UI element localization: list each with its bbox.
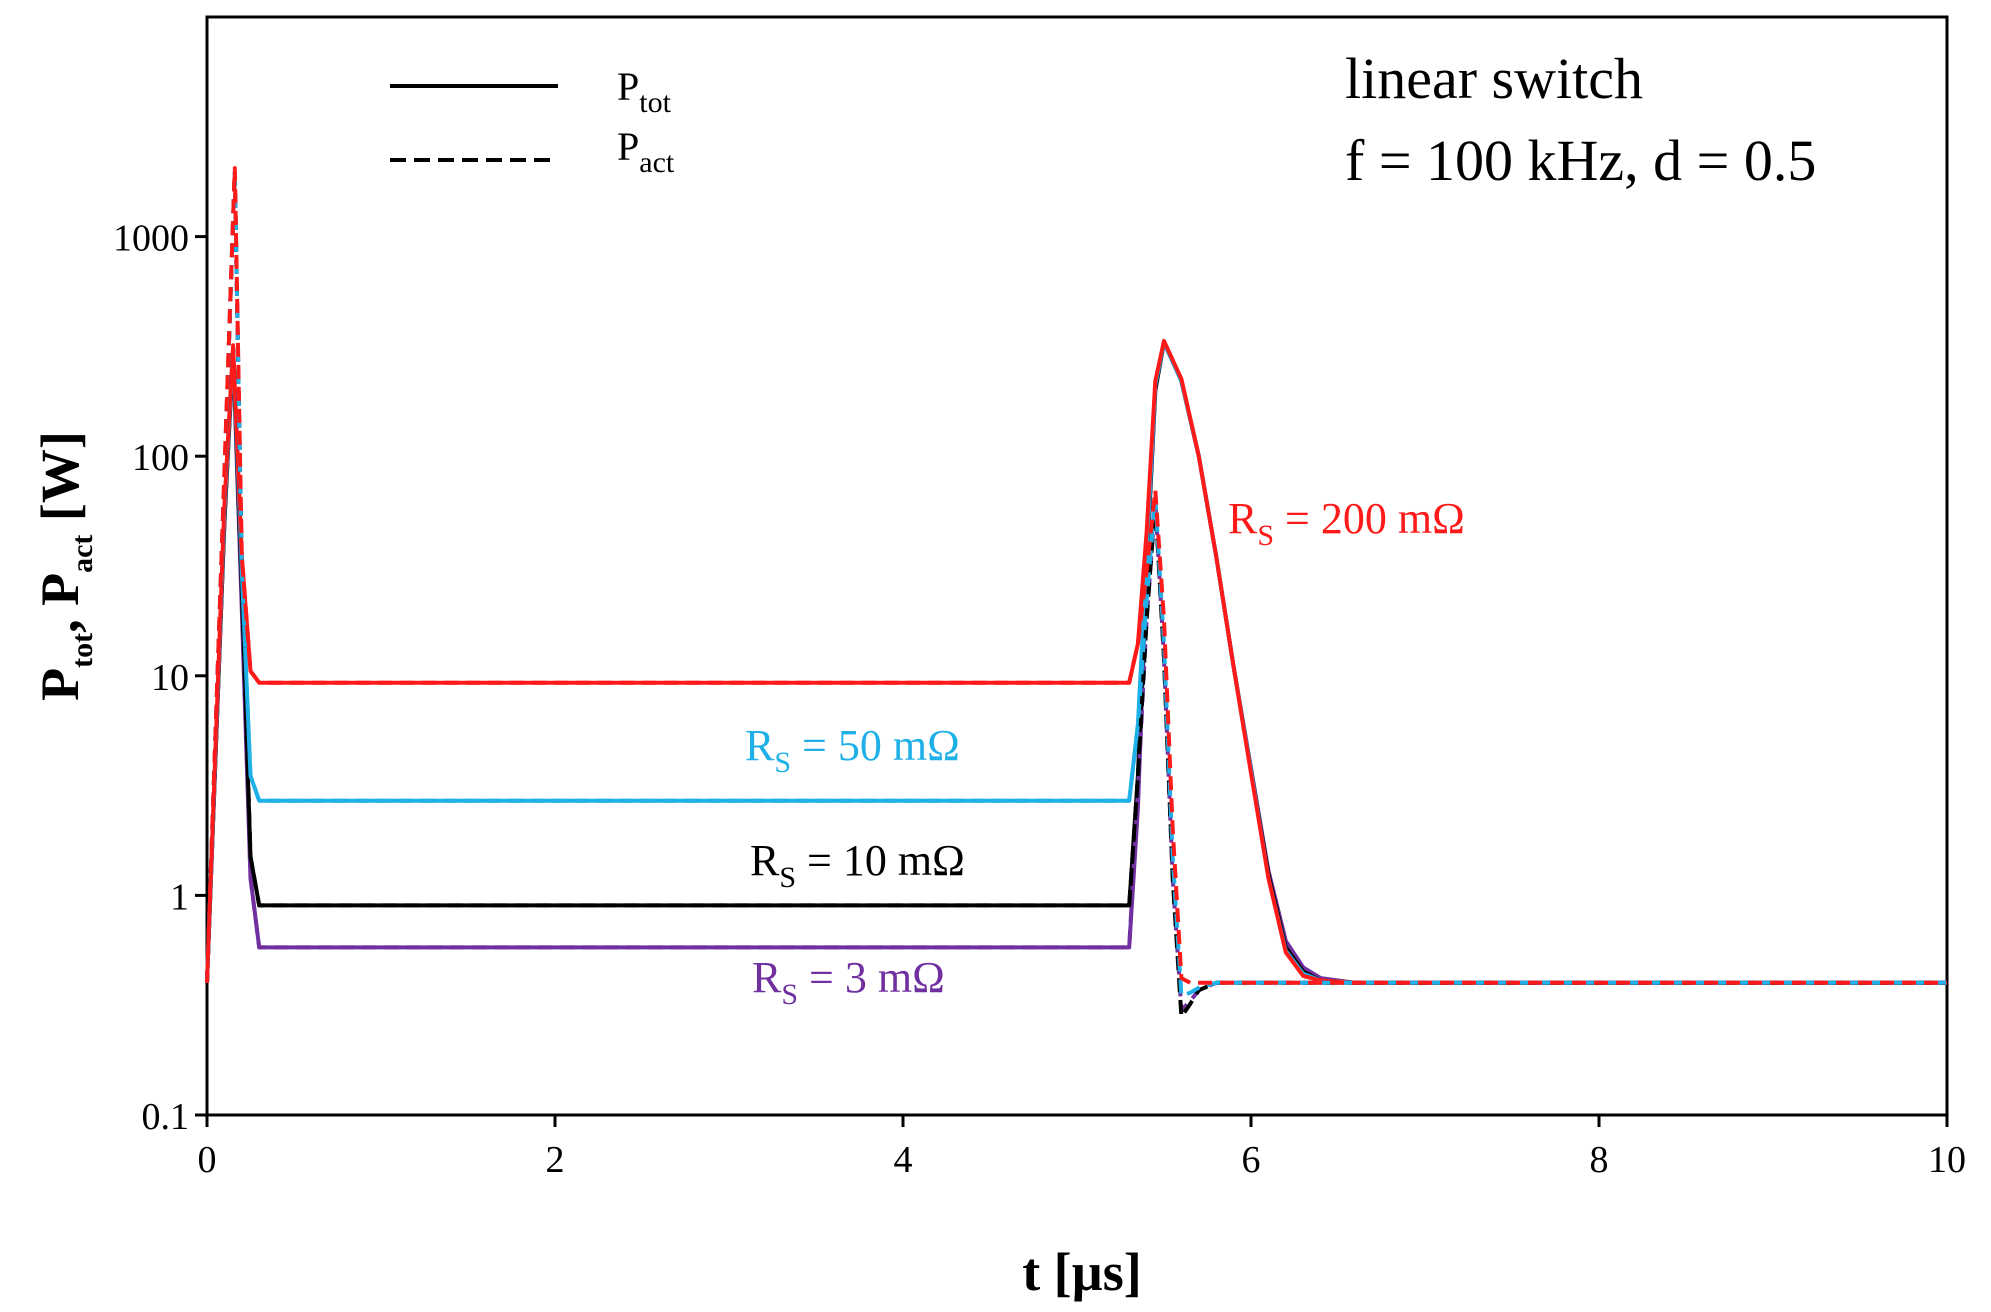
- x-tick-label: 10: [1928, 1139, 1966, 1181]
- label-10-base: R: [750, 836, 780, 885]
- ylabel-tail: [W]: [30, 431, 90, 534]
- x-tick-label: 4: [894, 1139, 913, 1181]
- annotation-linear-switch: linear switch: [1345, 46, 1643, 111]
- x-tick-label: 2: [546, 1139, 565, 1181]
- ylabel-sub2: act: [66, 535, 99, 573]
- series-line-0: [205, 340, 1947, 985]
- legend-label-pact: Pact: [617, 124, 675, 179]
- label-50-base: R: [745, 721, 775, 770]
- legend-label-ptot: Ptot: [617, 64, 672, 119]
- x-tick-label: 8: [1590, 1139, 1609, 1181]
- series-line-4: [205, 168, 1947, 1013]
- y-axis-title: Ptot, Pact [W]: [30, 431, 99, 701]
- legend: Ptot Pact: [390, 64, 675, 179]
- label-50-rest: = 50 mΩ: [791, 721, 960, 770]
- annotation-frequency-duty: f = 100 kHz, d = 0.5: [1345, 128, 1816, 193]
- label-200-base: R: [1228, 494, 1258, 543]
- series-line-5: [205, 168, 1947, 1019]
- legend-ptot-sub: tot: [639, 86, 671, 119]
- series-label-3mohm: RS = 3 mΩ: [752, 953, 945, 1011]
- ylabel-main: P: [30, 668, 90, 701]
- series-line-6: [205, 168, 1947, 998]
- plot-frame: [205, 15, 1949, 1117]
- label-50-sub: S: [774, 746, 791, 779]
- series-label-10mohm: RS = 10 mΩ: [750, 836, 965, 894]
- ylabel-mid: , P: [30, 573, 90, 633]
- label-200-sub: S: [1257, 519, 1274, 552]
- y-tick-label: 1: [170, 876, 189, 918]
- series-line-7: [205, 166, 1947, 985]
- x-tick-label: 0: [198, 1139, 217, 1181]
- series-line-2: [205, 340, 1947, 985]
- legend-ptot-base: P: [617, 64, 639, 109]
- legend-pact-base: P: [617, 124, 639, 169]
- series-line-3: [205, 338, 1947, 985]
- series-label-200mohm: RS = 200 mΩ: [1228, 494, 1465, 552]
- legend-pact-sub: act: [639, 146, 675, 179]
- x-tick-label: 6: [1242, 1139, 1261, 1181]
- series-label-50mohm: RS = 50 mΩ: [745, 721, 960, 779]
- axis-ticks: 0 2 4 6 8 10 0.1 1 10 100 1000: [113, 218, 1966, 1181]
- label-10-rest: = 10 mΩ: [796, 836, 965, 885]
- label-3-sub: S: [781, 978, 798, 1011]
- label-10-sub: S: [779, 861, 796, 894]
- label-3-base: R: [752, 953, 782, 1002]
- y-tick-label: 1000: [113, 218, 189, 260]
- y-tick-label: 10: [151, 657, 189, 699]
- label-3-rest: = 3 mΩ: [798, 953, 945, 1002]
- series-lines: [205, 166, 1947, 1019]
- ylabel-sub1: tot: [66, 633, 99, 668]
- y-tick-label: 0.1: [142, 1096, 190, 1138]
- label-200-rest: = 200 mΩ: [1274, 494, 1465, 543]
- x-axis-title: t [µs]: [1022, 1242, 1142, 1302]
- series-line-1: [205, 340, 1947, 985]
- y-tick-label: 100: [132, 437, 189, 479]
